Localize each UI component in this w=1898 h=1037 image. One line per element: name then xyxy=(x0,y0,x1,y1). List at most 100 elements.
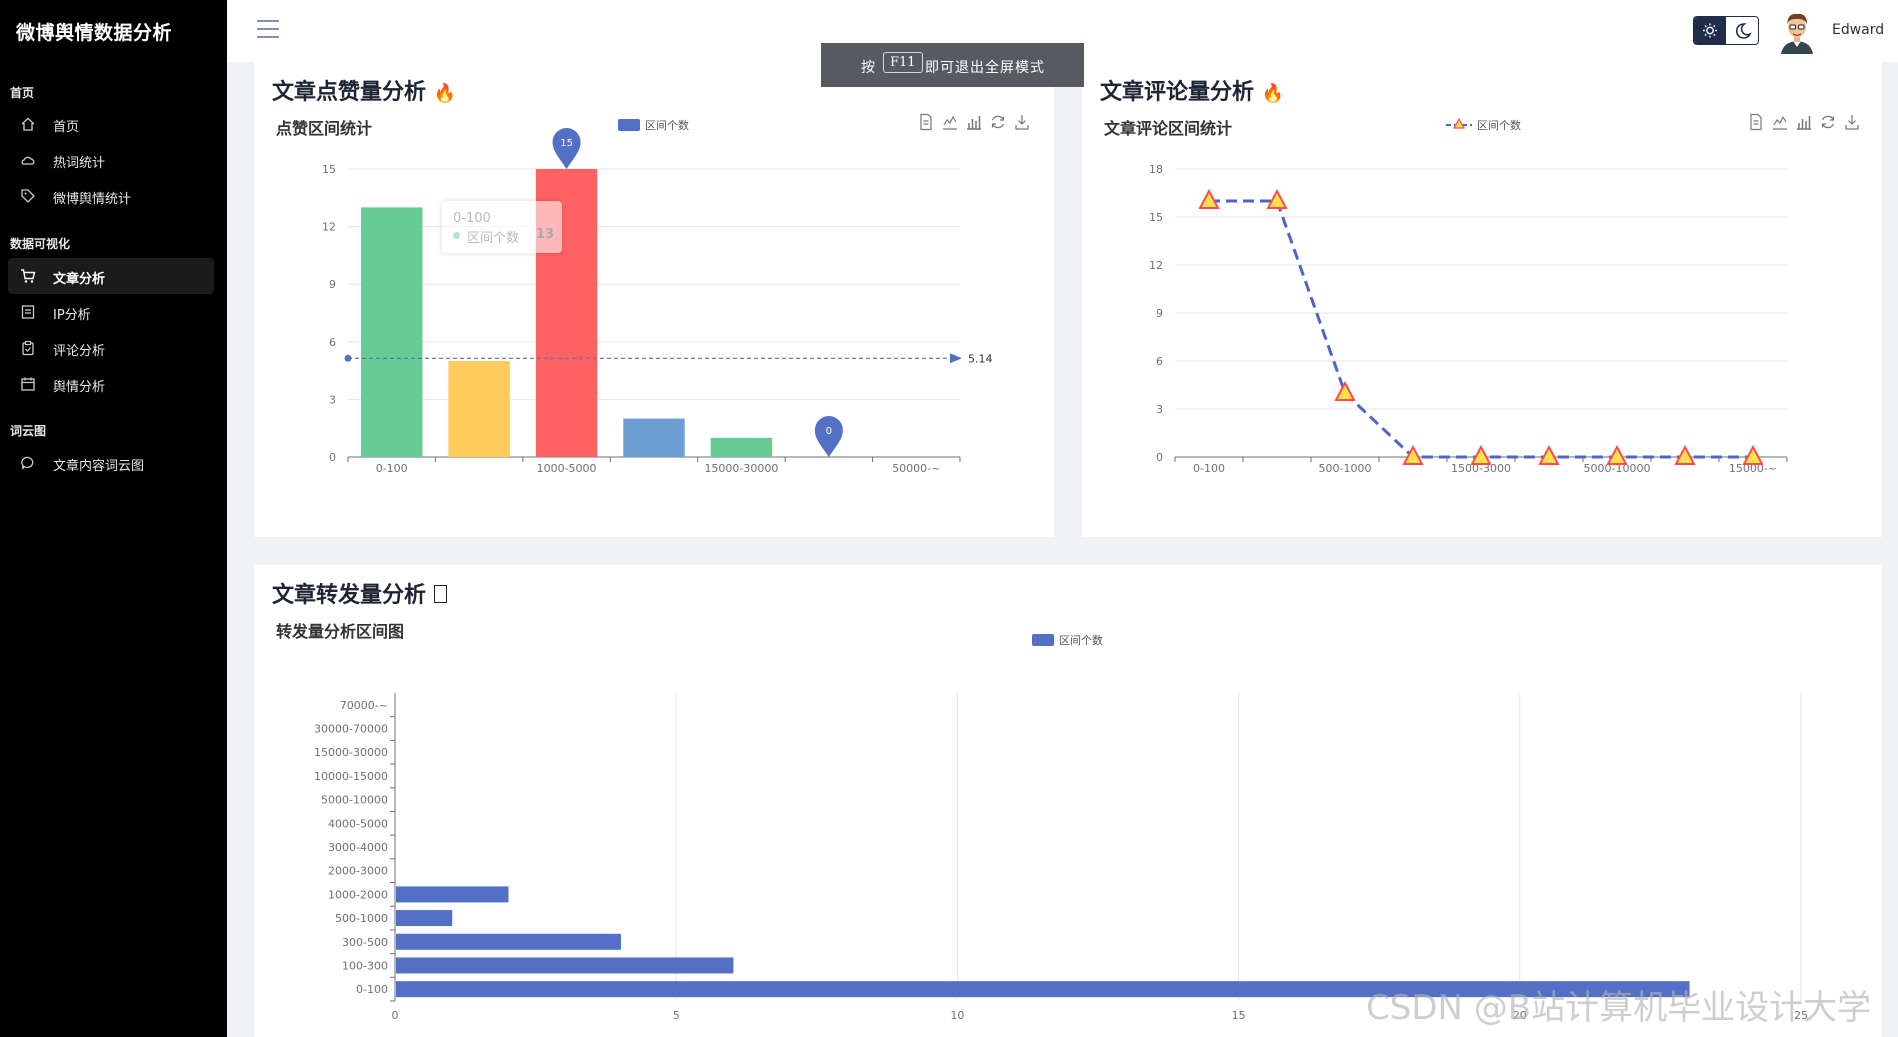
menu-toggle-icon[interactable] xyxy=(257,20,279,38)
y-tick-label: 2000-3000 xyxy=(328,865,388,878)
dark-mode-button[interactable] xyxy=(1726,17,1758,44)
sidebar-item-label: IP分析 xyxy=(53,308,91,323)
y-tick-label: 4000-5000 xyxy=(328,817,388,830)
sun-icon xyxy=(1703,23,1717,38)
y-tick-label: 100-300 xyxy=(342,959,388,972)
y-tick-label: 9 xyxy=(1156,307,1163,320)
notice-key: F11 xyxy=(883,52,923,73)
sidebar-item-label: 评论分析 xyxy=(53,344,106,359)
theme-toggle[interactable] xyxy=(1693,16,1759,45)
username[interactable]: Edward xyxy=(1832,22,1885,38)
tooltip-category: 0-100 xyxy=(453,211,491,226)
download-icon[interactable] xyxy=(1014,113,1030,131)
y-tick-label: 30000-70000 xyxy=(314,723,388,736)
calendar-icon xyxy=(21,377,35,391)
sidebar-item-ip-analysis[interactable]: IP分析 xyxy=(8,294,214,330)
legend-swatch xyxy=(618,119,640,131)
tag-icon xyxy=(21,189,35,203)
download-icon[interactable] xyxy=(1844,113,1860,131)
legend-label: 区间个数 xyxy=(1059,634,1103,647)
x-tick-label: 1500-3000 xyxy=(1451,462,1511,475)
y-tick-label: 0 xyxy=(1156,451,1163,464)
data-point-marker xyxy=(1470,444,1492,465)
line-switch-icon[interactable] xyxy=(1772,113,1788,131)
x-tick-label: 5 xyxy=(673,1009,680,1022)
data-view-icon[interactable] xyxy=(1748,113,1764,131)
chart-title: 转发量分析区间图 xyxy=(276,622,405,641)
y-tick-label: 0 xyxy=(329,451,336,464)
data-point-marker xyxy=(1606,444,1628,465)
y-tick-label: 18 xyxy=(1149,163,1163,176)
bar-switch-icon[interactable] xyxy=(1796,113,1812,131)
app-title: 微博舆情数据分析 xyxy=(16,22,173,44)
light-mode-button[interactable] xyxy=(1694,17,1726,44)
comments-analysis-card: 文章评论量分析 🔥 文章评论区间统计 区间个数 0 3 6 9 12 15 18 0-100 50… xyxy=(1082,62,1882,537)
card-title: 文章转发量分析 xyxy=(272,577,447,609)
series-line xyxy=(1209,199,1753,459)
line-switch-icon[interactable] xyxy=(942,113,958,131)
refresh-icon[interactable] xyxy=(1820,113,1836,131)
sidebar-item-hotwords[interactable]: 热词统计 xyxy=(8,142,214,178)
data-point-marker xyxy=(1402,444,1424,465)
clipboard-icon xyxy=(22,340,34,356)
fire-icon: 🔥 xyxy=(433,83,457,104)
bar-switch-icon[interactable] xyxy=(966,113,982,131)
x-tick-label: 500-1000 xyxy=(1319,462,1372,475)
x-tick-label: 15000-30000 xyxy=(704,462,778,475)
chart-title: 文章评论区间统计 xyxy=(1104,119,1233,138)
data-point-marker xyxy=(1334,380,1356,401)
mark-line-label: 5.14 xyxy=(968,352,993,365)
bar xyxy=(710,437,773,457)
reposts-analysis-card: 文章转发量分析 转发量分析区间图 区间个数 0 5 10 15 20 25 0-100 100-… xyxy=(254,565,1882,1037)
y-tick-label: 10000-15000 xyxy=(314,770,388,783)
data-view-icon[interactable] xyxy=(918,113,934,131)
bar xyxy=(396,933,621,950)
sidebar-item-label: 热词统计 xyxy=(53,156,106,171)
sidebar-item-wordcloud[interactable]: 文章内容词云图 xyxy=(8,445,214,481)
tooltip-series: 区间个数 xyxy=(467,231,520,246)
refresh-icon[interactable] xyxy=(990,113,1006,131)
y-tick-label: 15 xyxy=(322,163,336,176)
legend-triangle-icon xyxy=(1452,117,1466,129)
y-tick-label: 300-500 xyxy=(342,936,388,949)
tooltip-marker xyxy=(453,232,460,239)
fire-icon: 🔥 xyxy=(1261,83,1285,104)
fullscreen-notice: 按 F11 即可退出全屏模式 xyxy=(821,43,1084,87)
y-tick-label: 6 xyxy=(329,336,336,349)
data-point-marker xyxy=(1742,444,1764,465)
sidebar-item-comment-analysis[interactable]: 评论分析 xyxy=(8,330,214,366)
y-tick-label: 15000-30000 xyxy=(314,746,388,759)
data-point-marker xyxy=(1674,444,1696,465)
y-tick-label: 3000-4000 xyxy=(328,841,388,854)
placeholder-glyph-icon xyxy=(433,585,447,603)
x-tick-label: 1000-5000 xyxy=(537,462,597,475)
bar xyxy=(623,418,685,457)
y-tick-label: 12 xyxy=(322,221,336,234)
bar xyxy=(448,361,510,457)
cloud-icon xyxy=(21,156,35,165)
legend-label: 区间个数 xyxy=(645,119,689,132)
watermark: CSDN @B站计算机毕业设计大学 xyxy=(1366,988,1872,1028)
sidebar-item-article-analysis[interactable]: 文章分析 xyxy=(8,258,214,294)
sidebar-item-weibo-stats[interactable]: 微博舆情统计 xyxy=(8,178,214,214)
bar xyxy=(396,886,509,903)
data-point-marker xyxy=(1198,188,1220,209)
x-tick-label: 10 xyxy=(950,1009,964,1022)
sidebar: 微博舆情数据分析 首页 首页 热词统计 微博舆情统计 数据可视化 文章分析 IP… xyxy=(0,0,227,1037)
x-tick-label: 0-100 xyxy=(1193,462,1225,475)
y-tick-label: 1000-2000 xyxy=(328,888,388,901)
sidebar-item-opinion-analysis[interactable]: 舆情分析 xyxy=(8,366,214,402)
y-tick-label: 70000-~ xyxy=(340,699,388,712)
avatar[interactable] xyxy=(1775,10,1819,54)
bar xyxy=(396,957,734,974)
y-tick-label: 500-1000 xyxy=(335,912,388,925)
mark-line-start xyxy=(344,354,352,362)
sidebar-item-home[interactable]: 首页 xyxy=(8,106,214,142)
y-tick-label: 15 xyxy=(1149,211,1163,224)
x-tick-label: 5000-10000 xyxy=(1584,462,1651,475)
y-tick-label: 3 xyxy=(1156,403,1163,416)
data-point-marker xyxy=(1538,444,1560,465)
chart-title: 点赞区间统计 xyxy=(276,119,373,138)
x-tick-label: 0-100 xyxy=(376,462,408,475)
